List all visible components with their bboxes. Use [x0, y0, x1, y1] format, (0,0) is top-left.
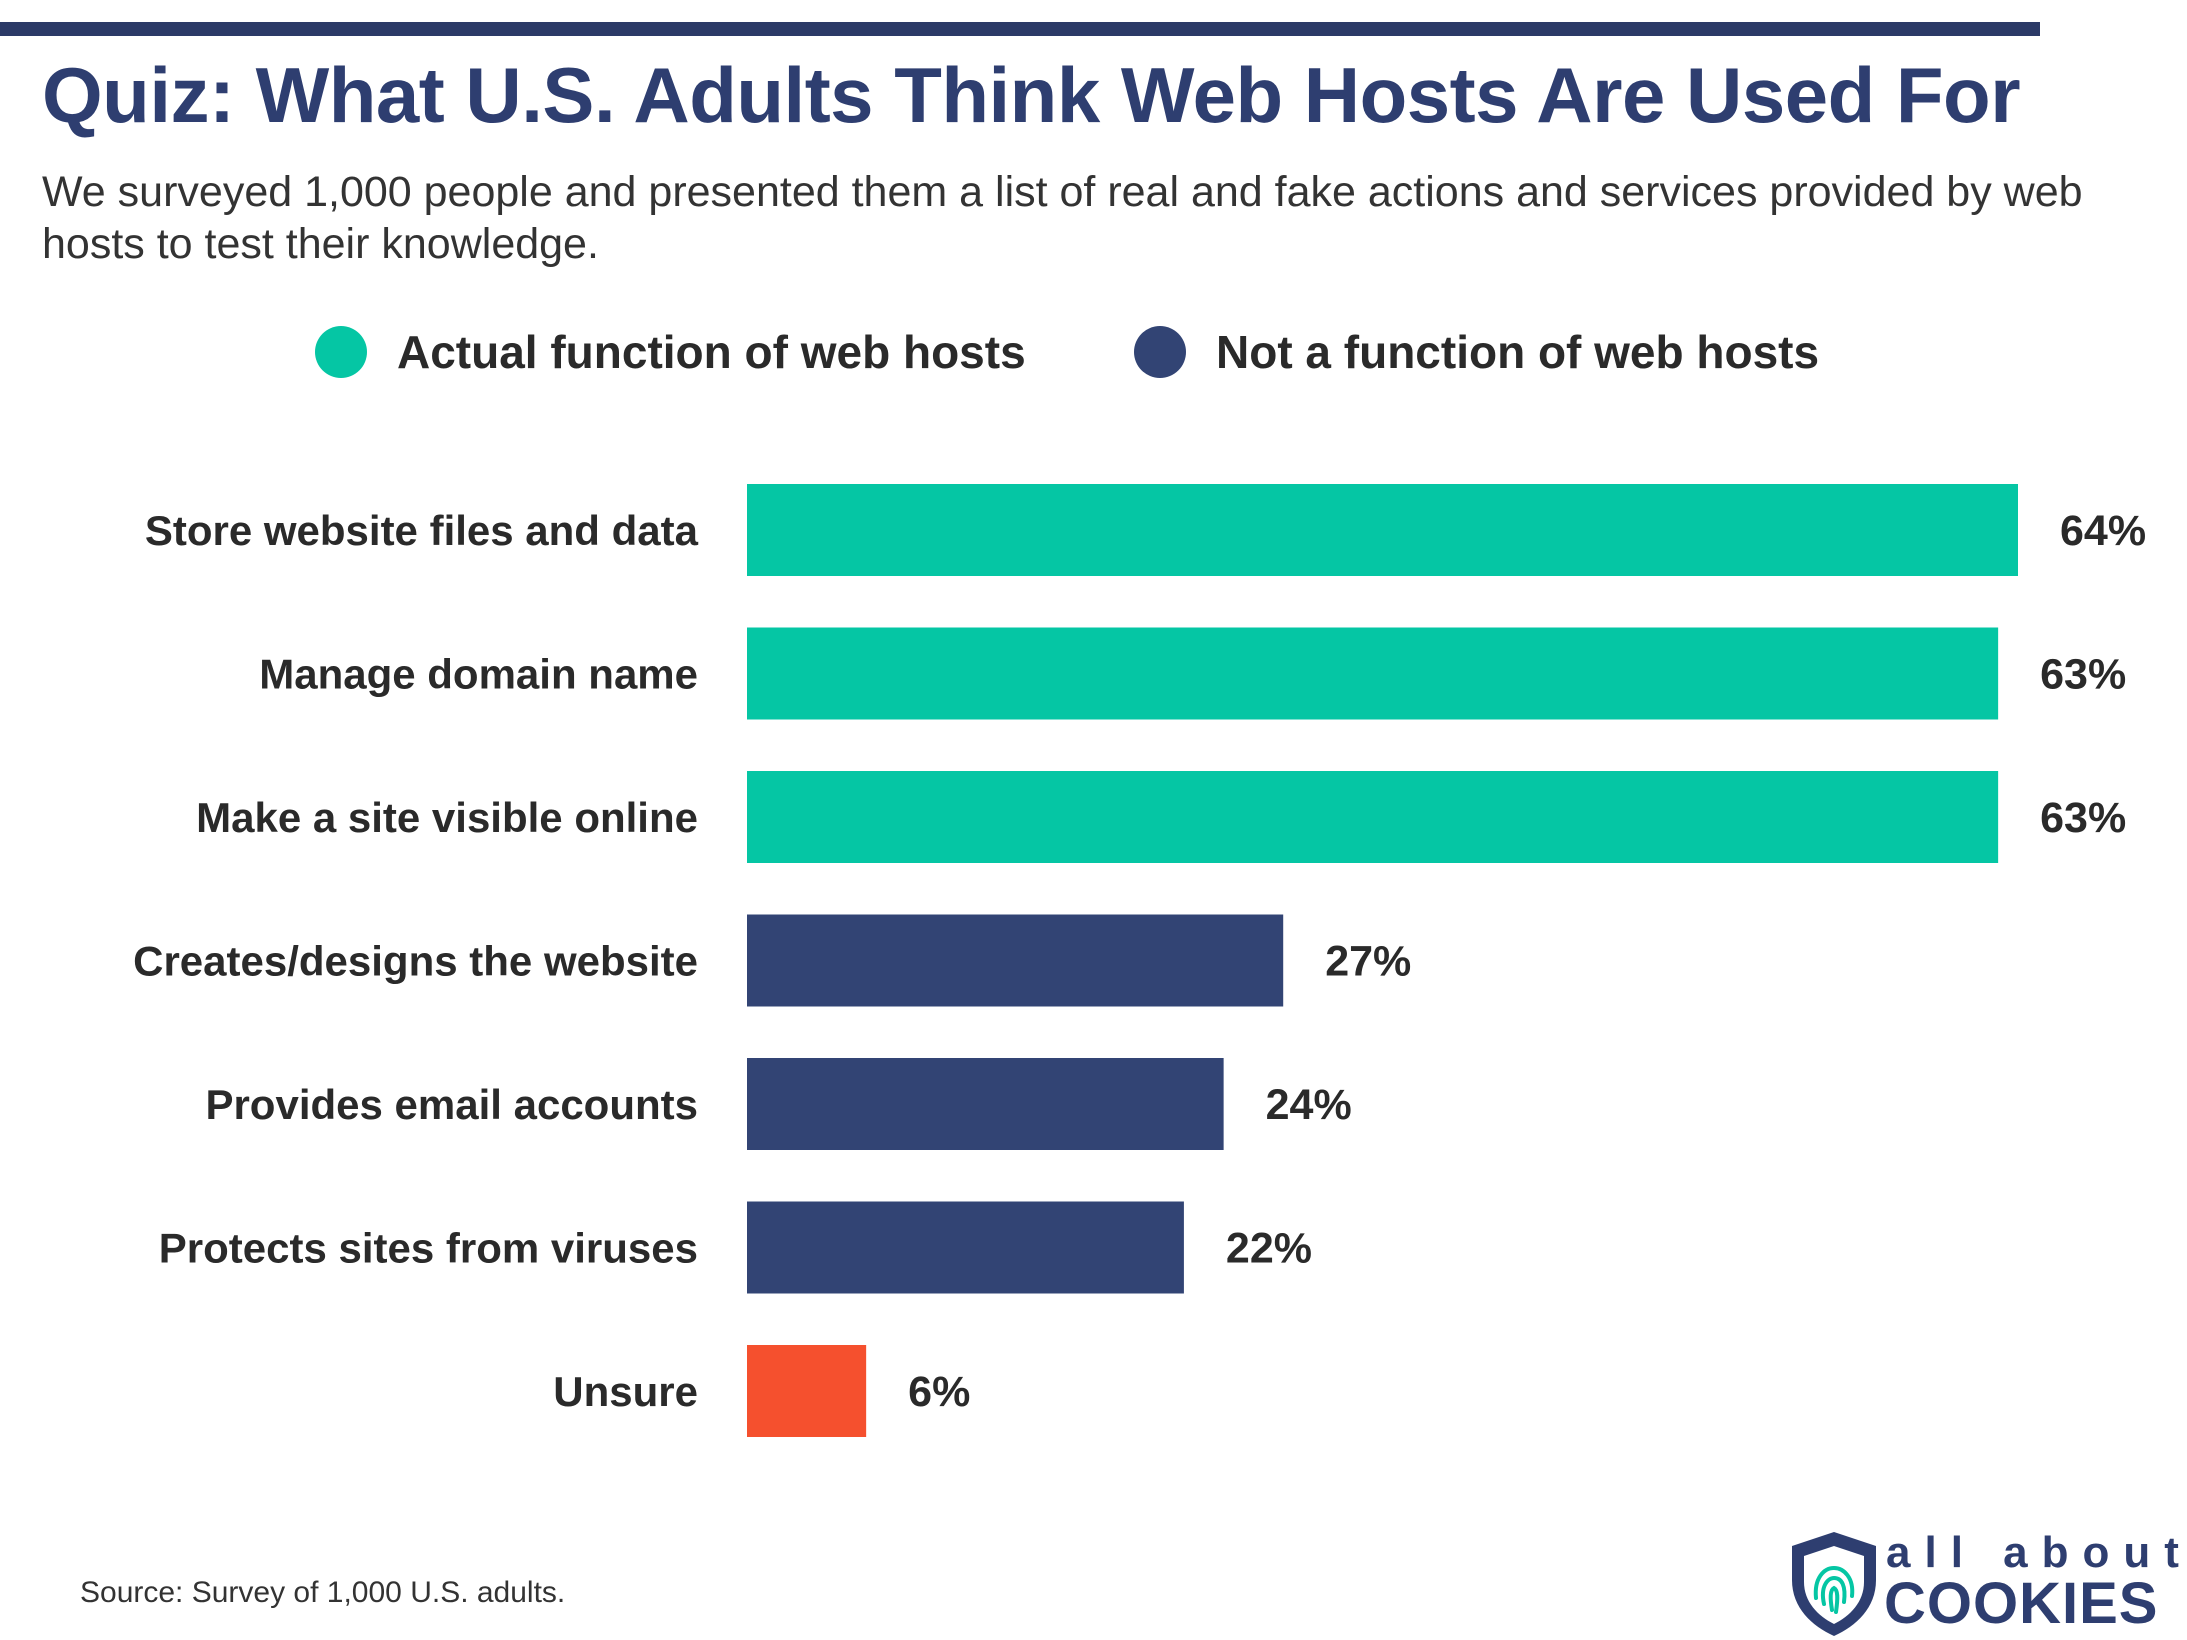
category-label: Store website files and data: [145, 507, 699, 554]
legend-dot-not-function: [1134, 326, 1186, 378]
chart-title: Quiz: What U.S. Adults Think Web Hosts A…: [42, 51, 2021, 139]
category-label: Unsure: [553, 1368, 698, 1415]
value-label: 63%: [2040, 794, 2126, 842]
category-label: Manage domain name: [259, 651, 698, 698]
logo-text-line2: COOKIES: [1884, 1571, 2159, 1636]
bar: [747, 627, 1999, 720]
category-label: Make a site visible online: [196, 794, 698, 841]
legend-dot-actual: [315, 326, 367, 378]
bar: [747, 1201, 1184, 1294]
bar: [747, 1345, 867, 1437]
value-label: 22%: [1226, 1225, 1312, 1273]
shield-fingerprint-icon: [1792, 1532, 1876, 1636]
logo-text-line1: all about: [1886, 1528, 2187, 1577]
legend: Actual function of web hosts Not a funct…: [0, 322, 2187, 382]
bar: [747, 1058, 1224, 1150]
legend-item-actual: Actual function of web hosts: [315, 322, 1026, 382]
bar-chart: Store website files and data 64% Manage do…: [133, 484, 2146, 1437]
chart-subtitle: We surveyed 1,000 people and presented t…: [42, 168, 2083, 268]
all-about-cookies-logo: all about COOKIES: [1786, 1528, 2179, 1640]
bar: [747, 484, 2018, 576]
bar: [747, 771, 1999, 863]
value-label: 24%: [1266, 1081, 1352, 1129]
legend-item-not-function: Not a function of web hosts: [1134, 322, 1819, 382]
top-accent-bar: [0, 22, 2040, 36]
value-label: 63%: [2040, 651, 2126, 699]
source-note: Source: Survey of 1,000 U.S. adults.: [80, 1576, 566, 1609]
legend-label-actual: Actual function of web hosts: [397, 326, 1026, 378]
value-label: 64%: [2060, 507, 2146, 555]
legend-label-not-function: Not a function of web hosts: [1216, 326, 1820, 378]
bar: [747, 914, 1284, 1007]
category-label: Protects sites from viruses: [159, 1225, 698, 1272]
category-label: Provides email accounts: [205, 1081, 698, 1128]
value-label: 6%: [908, 1368, 970, 1416]
category-label: Creates/designs the website: [133, 938, 698, 985]
value-label: 27%: [1325, 938, 1411, 986]
